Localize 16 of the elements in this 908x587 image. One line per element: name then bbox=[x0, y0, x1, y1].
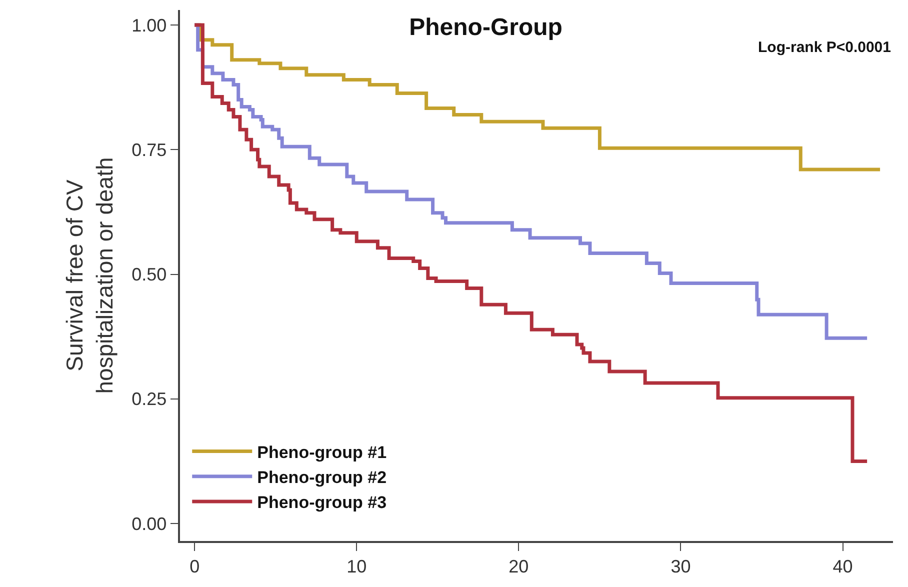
legend-label: Pheno-group #1 bbox=[257, 442, 387, 462]
chart-title: Pheno-Group bbox=[409, 14, 562, 41]
x-tick-label: 0 bbox=[190, 556, 200, 576]
x-tick-label: 20 bbox=[508, 556, 529, 576]
legend-label: Pheno-group #2 bbox=[257, 468, 387, 488]
y-tick-label: 0.25 bbox=[132, 389, 167, 410]
y-axis-title: Survival free of CV hospitalization or death bbox=[62, 157, 118, 394]
y-tick-label: 0.50 bbox=[132, 264, 167, 285]
x-tick-label: 10 bbox=[346, 556, 367, 576]
x-tick-label: 40 bbox=[832, 556, 853, 576]
annotation: Log-rank P<0.0001 bbox=[758, 39, 891, 56]
x-tick-label: 30 bbox=[670, 556, 691, 576]
y-tick-label: 0.00 bbox=[132, 514, 167, 534]
y-tick-label: 0.75 bbox=[132, 140, 167, 160]
legend-label: Pheno-group #3 bbox=[257, 493, 387, 512]
y-tick-label: 1.00 bbox=[132, 15, 167, 36]
